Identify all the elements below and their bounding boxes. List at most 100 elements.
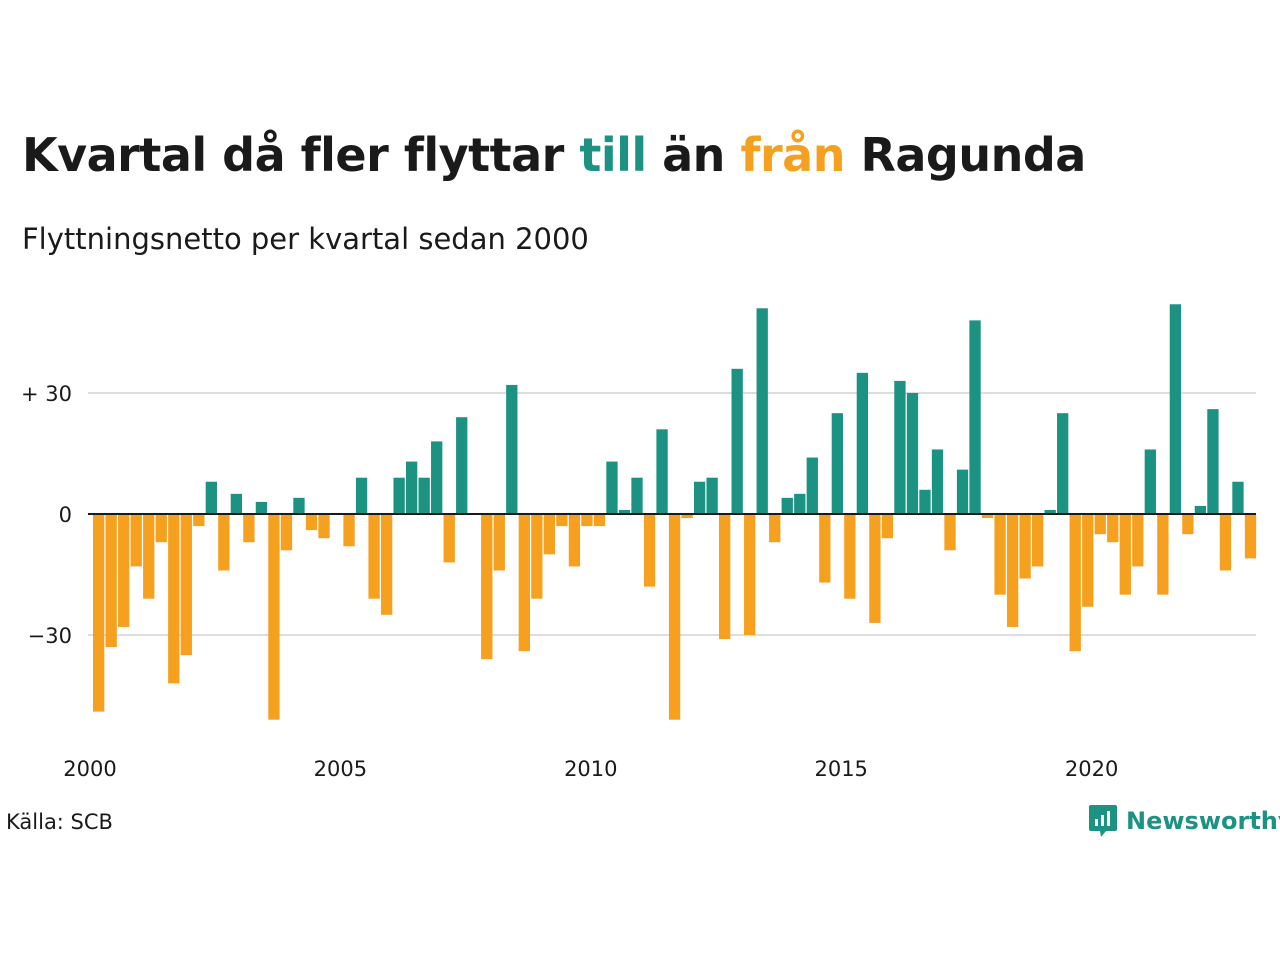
y-tick-label: + 30 [21, 382, 72, 406]
bar [1157, 514, 1169, 595]
bar [668, 514, 681, 720]
bar [1219, 514, 1232, 571]
bar [193, 514, 205, 527]
title-part-3: Ragunda [844, 128, 1086, 182]
bar [994, 514, 1006, 595]
bar [581, 514, 593, 527]
bar [481, 514, 493, 660]
bar-chart: + 30 0 −30 2000 2005 2010 2015 2020 [21, 304, 1257, 781]
bar [518, 514, 530, 652]
bar [155, 514, 167, 543]
bar [393, 477, 405, 514]
bar [418, 477, 430, 514]
bars [93, 304, 1257, 720]
title-negative-word: från [740, 128, 845, 182]
bar [543, 514, 556, 555]
bar [180, 514, 192, 656]
bar [1182, 514, 1194, 535]
x-tick-label: 2020 [1065, 757, 1118, 781]
title-part-1: Kvartal då fler flyttar [22, 128, 580, 182]
bar [781, 497, 793, 514]
bar [706, 477, 718, 514]
bar [1232, 481, 1244, 514]
bar [268, 514, 280, 720]
bar [493, 514, 505, 571]
bar [769, 514, 781, 543]
bar [1044, 509, 1056, 514]
bar [681, 514, 693, 519]
bar [631, 477, 643, 514]
bar [93, 514, 105, 712]
bar [956, 469, 969, 514]
bar [431, 441, 443, 514]
bar [606, 461, 618, 514]
bar [130, 514, 142, 567]
bar [506, 384, 518, 514]
bar [944, 514, 956, 551]
bar [380, 514, 393, 615]
axis-labels: + 30 0 −30 2000 2005 2010 2015 2020 [21, 382, 1118, 781]
bar [318, 514, 330, 539]
bar [531, 514, 543, 599]
bar [118, 514, 130, 627]
bar [1082, 514, 1094, 607]
bar [1244, 514, 1257, 559]
bar [443, 514, 455, 563]
source-note: Källa: SCB [6, 810, 113, 834]
bar [593, 514, 606, 527]
bar [230, 493, 243, 514]
x-tick-label: 2015 [814, 757, 867, 781]
bar [844, 514, 856, 599]
bar [1144, 449, 1156, 514]
bar [1057, 413, 1069, 514]
bar [856, 372, 869, 514]
bar [205, 481, 217, 514]
bar [1207, 409, 1219, 514]
bar [794, 493, 806, 514]
x-tick-label: 2005 [314, 757, 367, 781]
bar [744, 514, 756, 635]
bar [756, 308, 768, 514]
bar [881, 514, 894, 539]
x-tick-label: 2010 [564, 757, 617, 781]
bar [906, 393, 919, 514]
bar [1006, 514, 1019, 627]
bar [806, 457, 818, 514]
chart-title: Kvartal då fler flyttar till än från Rag… [22, 128, 1086, 182]
bar [869, 514, 881, 623]
x-tick-label: 2000 [63, 757, 116, 781]
bar [819, 514, 831, 583]
bar [456, 417, 468, 514]
brand-logo: Newsworthy [1088, 804, 1280, 838]
brand-name: Newsworthy [1126, 807, 1280, 835]
bar [1119, 514, 1131, 595]
bar [143, 514, 155, 599]
bar [1132, 514, 1144, 567]
bar [969, 320, 981, 514]
bar [343, 514, 355, 547]
bar [981, 514, 994, 519]
chart-subtitle: Flyttningsnetto per kvartal sedan 2000 [22, 222, 589, 256]
bar [643, 514, 656, 587]
bar [243, 514, 255, 543]
bar [618, 509, 631, 514]
bar [293, 497, 305, 514]
bar [731, 368, 743, 514]
bar [1169, 304, 1182, 514]
bar [656, 429, 668, 514]
bar [831, 413, 843, 514]
bar [556, 514, 568, 527]
y-tick-label: −30 [28, 624, 72, 648]
bar [1069, 514, 1081, 652]
bar [406, 461, 418, 514]
bar [719, 514, 731, 640]
y-tick-label: 0 [59, 503, 72, 527]
bar [168, 514, 180, 684]
newsworthy-logo-icon [1089, 805, 1117, 837]
bar [693, 481, 706, 514]
bar [105, 514, 117, 648]
bar [255, 501, 268, 514]
bar [568, 514, 581, 567]
bar [1032, 514, 1044, 567]
bar [1107, 514, 1119, 543]
